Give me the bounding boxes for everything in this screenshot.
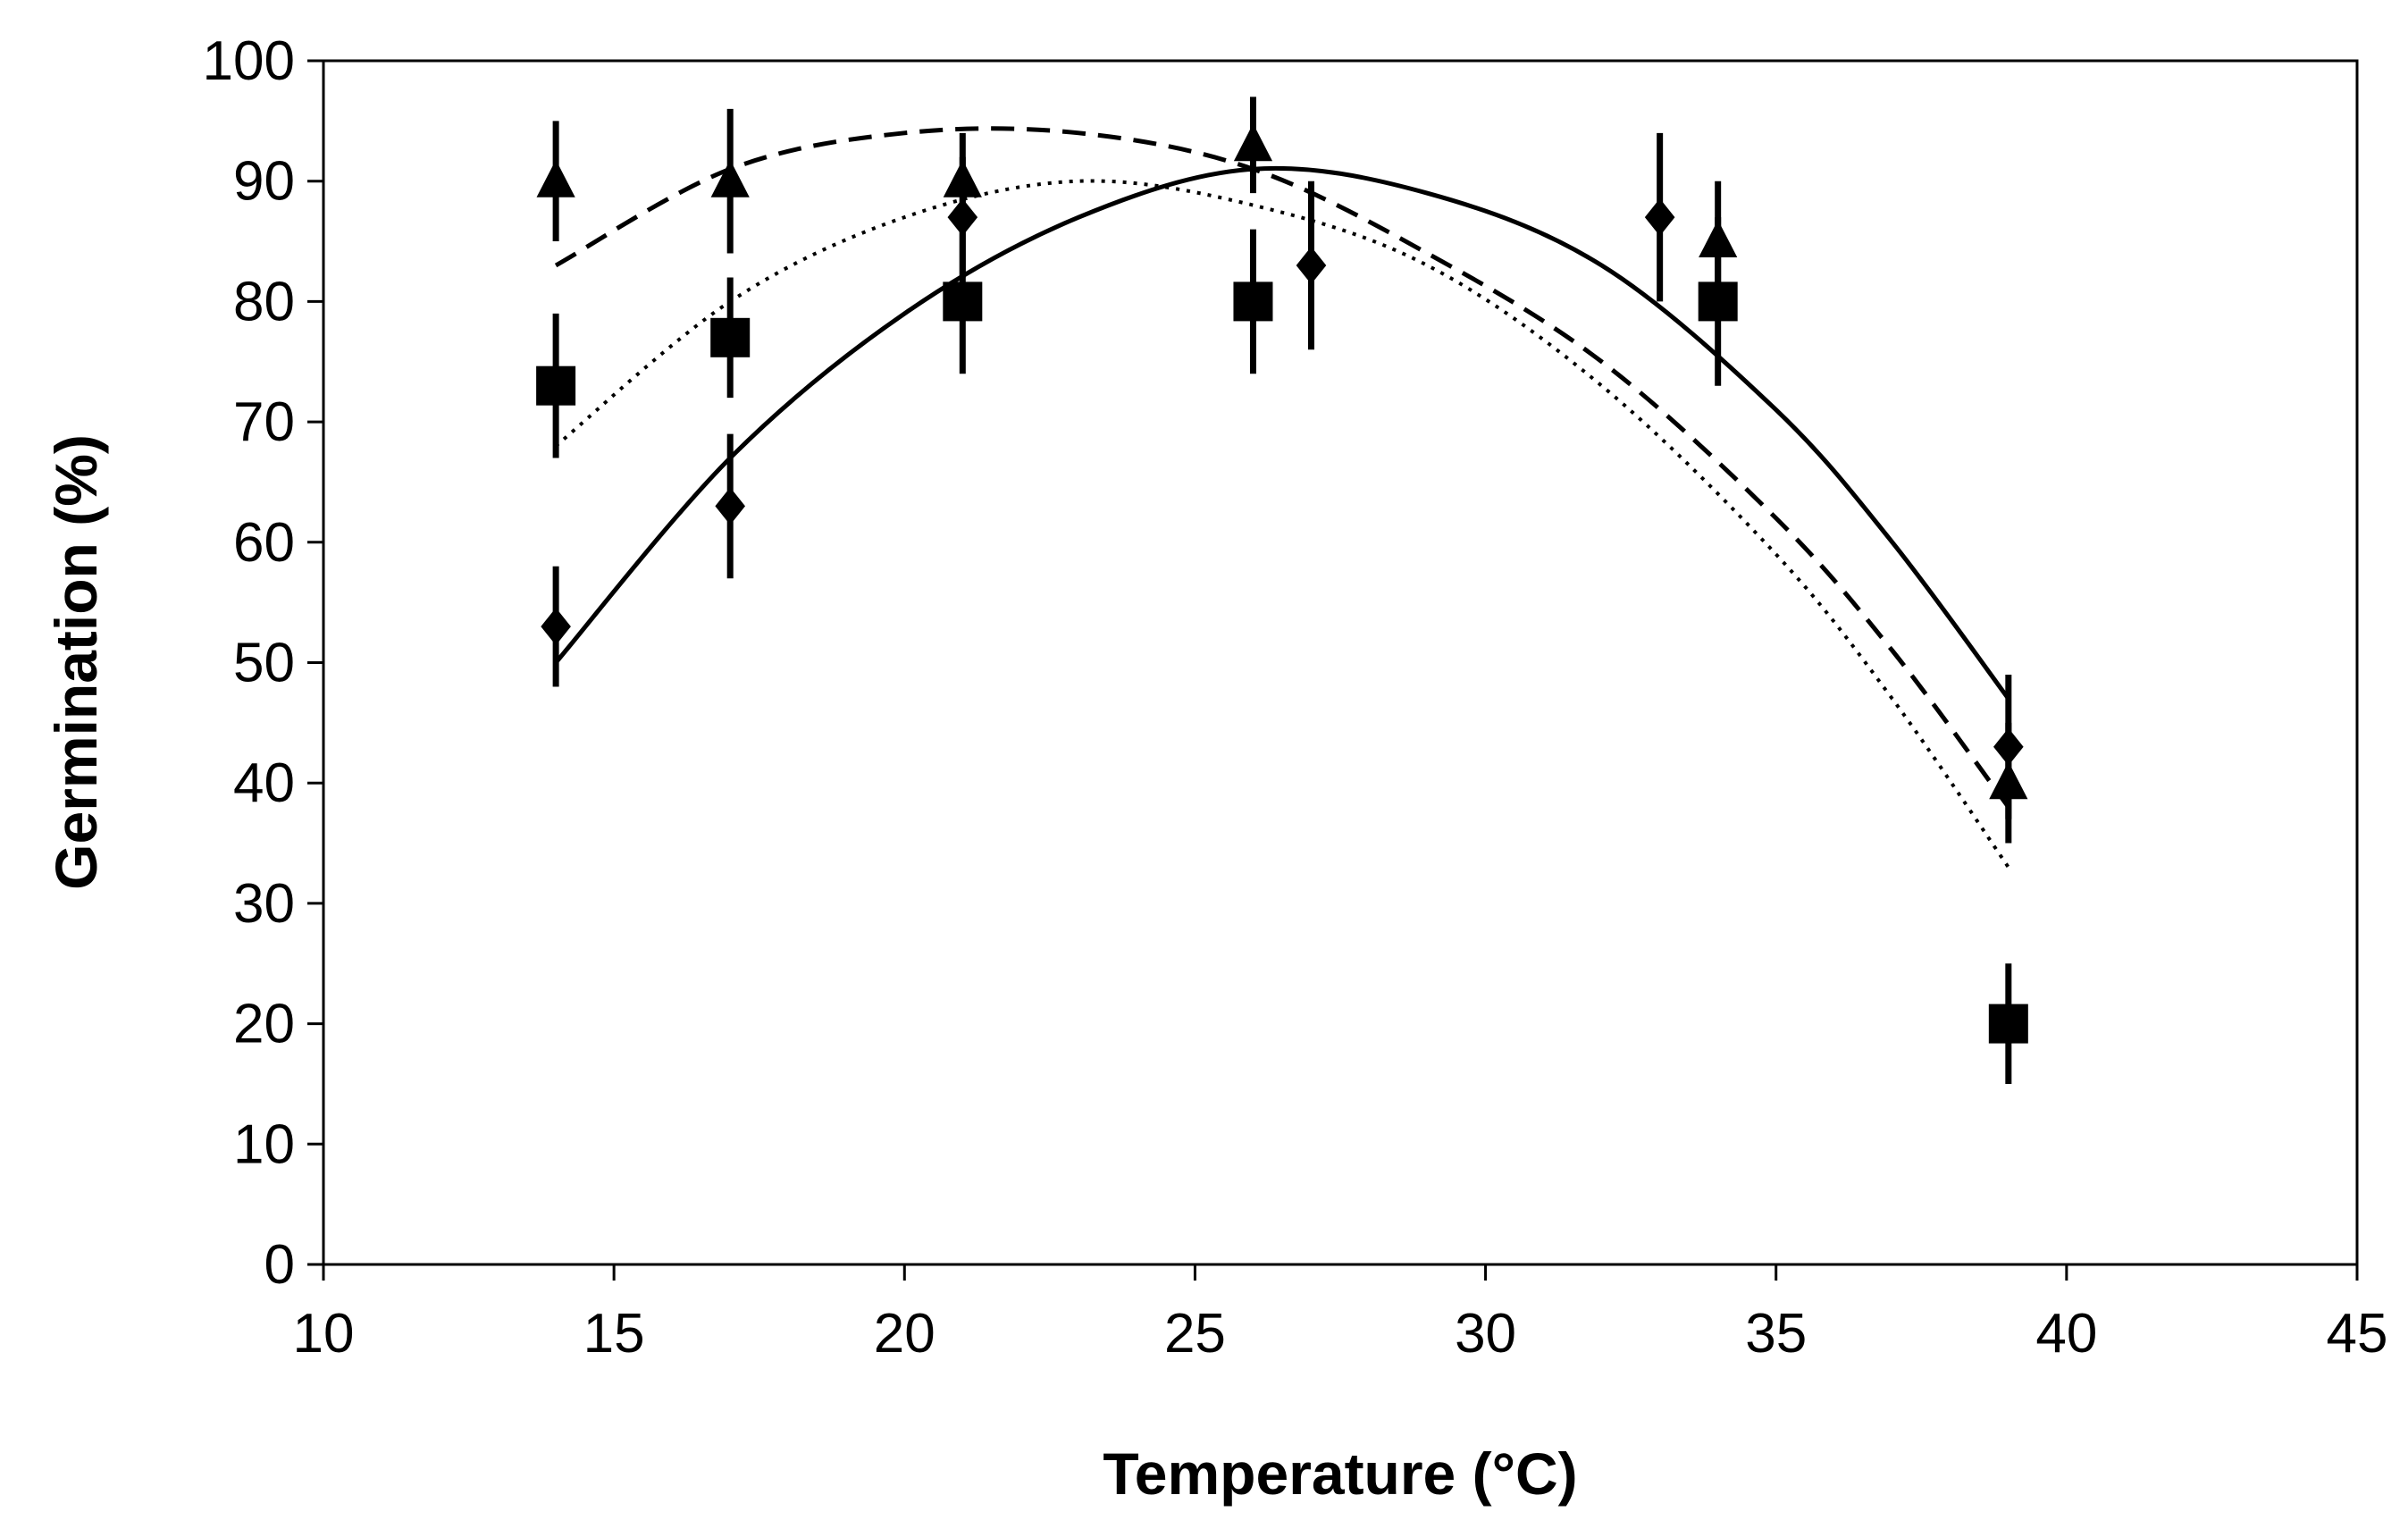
y-tick-label: 30	[233, 873, 295, 935]
fit-line-squares	[554, 179, 2010, 869]
fit-line-diamonds	[554, 165, 2010, 701]
marker-triangle	[1989, 761, 2028, 800]
x-tick-label: 15	[583, 1303, 645, 1365]
x-tick-label: 45	[2327, 1303, 2388, 1365]
y-tick-label: 40	[233, 752, 295, 814]
markers	[536, 123, 2028, 1044]
error-bars	[552, 97, 2012, 1084]
fit-lines	[554, 126, 2010, 869]
x-axis-ticks: 10 15 20 25 30 35 40 45	[293, 1264, 2388, 1365]
marker-triangle	[710, 159, 750, 197]
y-tick-label: 90	[233, 151, 295, 213]
marker-triangle	[1699, 220, 1738, 258]
x-tick-label: 30	[1455, 1303, 1516, 1365]
x-tick-label: 20	[874, 1303, 936, 1365]
y-tick-label: 70	[233, 391, 295, 453]
marker-triangle	[943, 159, 982, 197]
marker-square	[710, 317, 751, 357]
marker-square	[1233, 281, 1273, 322]
y-axis-ticks: 0 10 20 30 40 50 60 70 80 90 100	[203, 30, 323, 1296]
marker-square	[1988, 1004, 2028, 1044]
x-axis-title: Temperature (°C)	[1103, 1440, 1577, 1507]
marker-diamond	[947, 198, 978, 237]
y-tick-label: 20	[233, 994, 295, 1055]
marker-diamond	[541, 608, 571, 646]
marker-square	[1698, 281, 1738, 322]
marker-triangle	[536, 159, 575, 197]
marker-triangle	[1233, 123, 1273, 162]
marker-square	[536, 365, 576, 406]
fit-line-triangles	[554, 126, 2010, 809]
marker-diamond	[1644, 198, 1675, 237]
x-tick-label: 40	[2035, 1303, 2097, 1365]
y-tick-label: 50	[233, 633, 295, 694]
y-tick-label: 80	[233, 271, 295, 332]
x-tick-label: 35	[1745, 1303, 1807, 1365]
y-tick-label: 10	[233, 1113, 295, 1175]
marker-diamond	[715, 487, 745, 525]
y-tick-label: 60	[233, 512, 295, 574]
plot-area	[322, 59, 2359, 1266]
x-tick-label: 10	[293, 1303, 355, 1365]
y-tick-label: 100	[203, 30, 295, 92]
y-axis-title: Germination (%)	[43, 434, 109, 890]
x-tick-label: 25	[1164, 1303, 1226, 1365]
y-tick-label: 0	[264, 1234, 295, 1296]
marker-diamond	[1296, 246, 1327, 284]
marker-diamond	[1993, 727, 2024, 766]
marker-square	[943, 281, 983, 322]
